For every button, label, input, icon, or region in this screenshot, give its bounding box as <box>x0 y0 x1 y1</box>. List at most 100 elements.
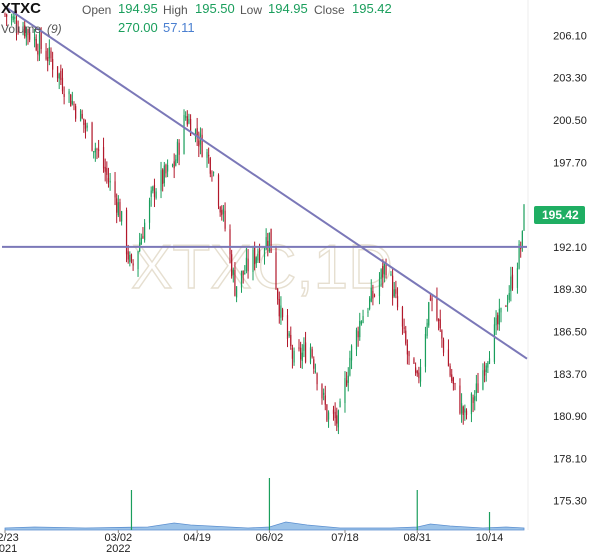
candle-body <box>497 315 499 325</box>
candle-body <box>405 330 407 344</box>
x-tick-label: 2021 <box>0 543 17 555</box>
candle-body <box>460 403 463 414</box>
candle-body <box>511 274 514 289</box>
candle-body <box>313 359 315 369</box>
candle-body <box>252 249 254 272</box>
y-tick-label: 200.50 <box>553 115 587 127</box>
price-candles <box>4 10 525 435</box>
low-value: 194.95 <box>268 1 308 16</box>
candle-body <box>472 397 474 403</box>
candle-body <box>372 290 374 299</box>
candle-body <box>428 302 430 326</box>
volume-pane <box>4 478 525 531</box>
candle-body <box>208 154 210 157</box>
candle-body <box>268 232 271 251</box>
candle-body <box>96 149 98 151</box>
trendlines[interactable] <box>2 5 528 360</box>
candle-body <box>10 16 13 18</box>
y-tick-label: 186.50 <box>553 327 587 339</box>
candle-body <box>290 334 292 347</box>
candle-body <box>459 385 461 414</box>
candle-body <box>393 289 395 297</box>
candle-body <box>523 205 525 231</box>
candle-body <box>117 202 119 216</box>
candle-body <box>245 257 248 271</box>
candle-body <box>436 297 438 321</box>
candle-body <box>173 161 175 169</box>
candle-body <box>15 20 18 31</box>
candle-body <box>119 202 121 222</box>
candle-body <box>14 17 16 19</box>
candle-body <box>35 39 37 51</box>
candle-body <box>344 378 346 404</box>
low-label: Low <box>240 3 263 17</box>
candle-body <box>275 252 277 289</box>
candle-body <box>378 280 381 297</box>
candle-body <box>498 308 500 325</box>
candle-body <box>52 59 54 70</box>
candle-body <box>396 296 399 308</box>
volume-value: 270.00 <box>118 20 158 35</box>
candle-body <box>311 349 313 357</box>
x-tick-label: 08/31 <box>403 532 431 544</box>
candle-body <box>183 114 185 154</box>
candle-body <box>132 263 134 266</box>
candle-body <box>38 34 41 56</box>
candle-body <box>483 369 486 376</box>
symbol-title: XTXC <box>1 0 42 17</box>
candle-body <box>148 200 151 223</box>
candle-body <box>401 306 404 327</box>
candle-body <box>45 50 47 60</box>
candle-body <box>25 28 27 38</box>
candle-body <box>301 352 303 361</box>
candle-body <box>390 274 392 276</box>
candle-body <box>22 28 24 33</box>
close-value: 195.42 <box>352 1 392 16</box>
candle-body <box>165 164 167 174</box>
candle-body <box>280 305 282 318</box>
candle-body <box>185 116 187 118</box>
candle-body <box>370 287 372 302</box>
close-label: Close <box>314 3 345 17</box>
candle-body <box>93 151 95 153</box>
candle-body <box>418 372 420 379</box>
volume-period: (9) <box>47 22 62 36</box>
candle-body <box>380 269 382 280</box>
candle-body <box>336 415 338 424</box>
candle-body <box>186 116 188 125</box>
candle-body <box>150 190 152 197</box>
candle-body <box>277 288 279 300</box>
candle-body <box>171 164 174 166</box>
candle-body <box>416 370 418 374</box>
candle-body <box>362 316 364 324</box>
candle-body <box>493 324 496 362</box>
candle-body <box>211 175 213 177</box>
candle-body <box>520 247 522 250</box>
candle-body <box>104 166 106 172</box>
x-tick-label: 07/18 <box>331 532 359 544</box>
candle-body <box>231 254 233 277</box>
candle-body <box>281 309 284 318</box>
open-label: Open <box>82 3 112 17</box>
candle-body <box>424 334 427 367</box>
candle-body <box>462 406 464 416</box>
y-tick-label: 192.10 <box>553 242 587 254</box>
candle-body <box>12 16 14 20</box>
candle-body <box>142 236 144 239</box>
candle-body <box>303 344 305 351</box>
candle-body <box>373 295 376 297</box>
candle-body <box>316 373 318 385</box>
candle-body <box>346 380 348 386</box>
candle-body <box>355 329 358 350</box>
candle-body <box>196 128 198 137</box>
candle-body <box>477 383 479 393</box>
candle-body <box>63 93 65 97</box>
candle-body <box>17 30 19 33</box>
y-tick-label: 180.90 <box>553 411 587 423</box>
candle-body <box>4 13 6 15</box>
candle-body <box>24 25 26 37</box>
candle-body <box>392 275 394 299</box>
candle-body <box>369 298 371 309</box>
